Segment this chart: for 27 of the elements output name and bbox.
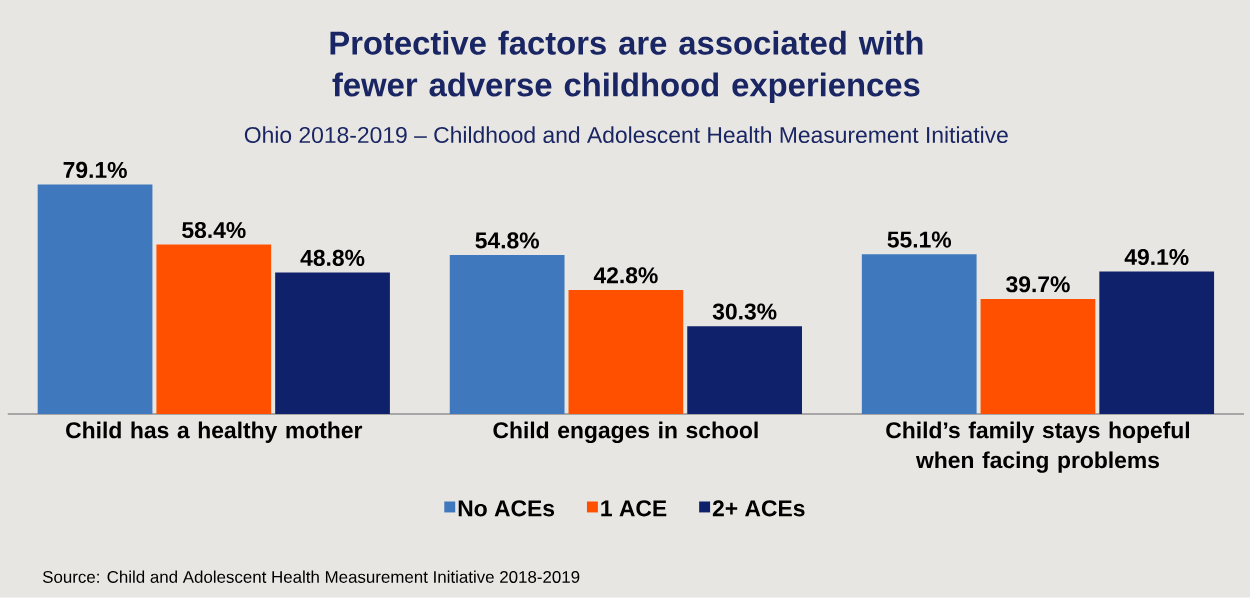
chart-subtitle: Ohio 2018-2019 – Childhood and Adolescent Health Measurement Initiative: [244, 126, 1008, 144]
bar: [980, 299, 1096, 415]
data-label: 55.1%: [887, 231, 952, 248]
source-note: Source: Child and Adolescent Health Measurement Initiative 2018-2019: [42, 570, 580, 584]
chart-title: Protective factors are associated with fewer adverse childhood experiences: [330, 30, 923, 104]
legend-label: 1 ACE: [601, 500, 667, 517]
bar: [275, 272, 390, 415]
data-label: 30.3%: [712, 303, 777, 320]
data-label: 58.4%: [182, 222, 246, 239]
data-label: 54.8%: [475, 232, 539, 249]
data-label: 49.1%: [1124, 249, 1189, 266]
bar: [156, 244, 272, 415]
bar: [449, 255, 565, 415]
x-tick-label: Child has a healthy mother: [66, 421, 363, 444]
bar: [568, 290, 684, 415]
legend-label: No ACEs: [458, 500, 555, 517]
data-label: 79.1%: [63, 162, 127, 179]
legend-label: 2+ ACEs: [712, 500, 805, 517]
data-label: 39.7%: [1006, 276, 1070, 293]
bar: [1099, 271, 1215, 415]
x-tick-label: Child engages in school: [493, 421, 758, 444]
data-label: 48.8%: [300, 249, 365, 267]
bar: [37, 184, 153, 415]
x-tick-label: Child’s family stays hopeful when facing problems: [886, 421, 1189, 473]
bar: [687, 326, 802, 415]
data-label: 42.8%: [593, 267, 658, 284]
bar: [861, 254, 977, 415]
